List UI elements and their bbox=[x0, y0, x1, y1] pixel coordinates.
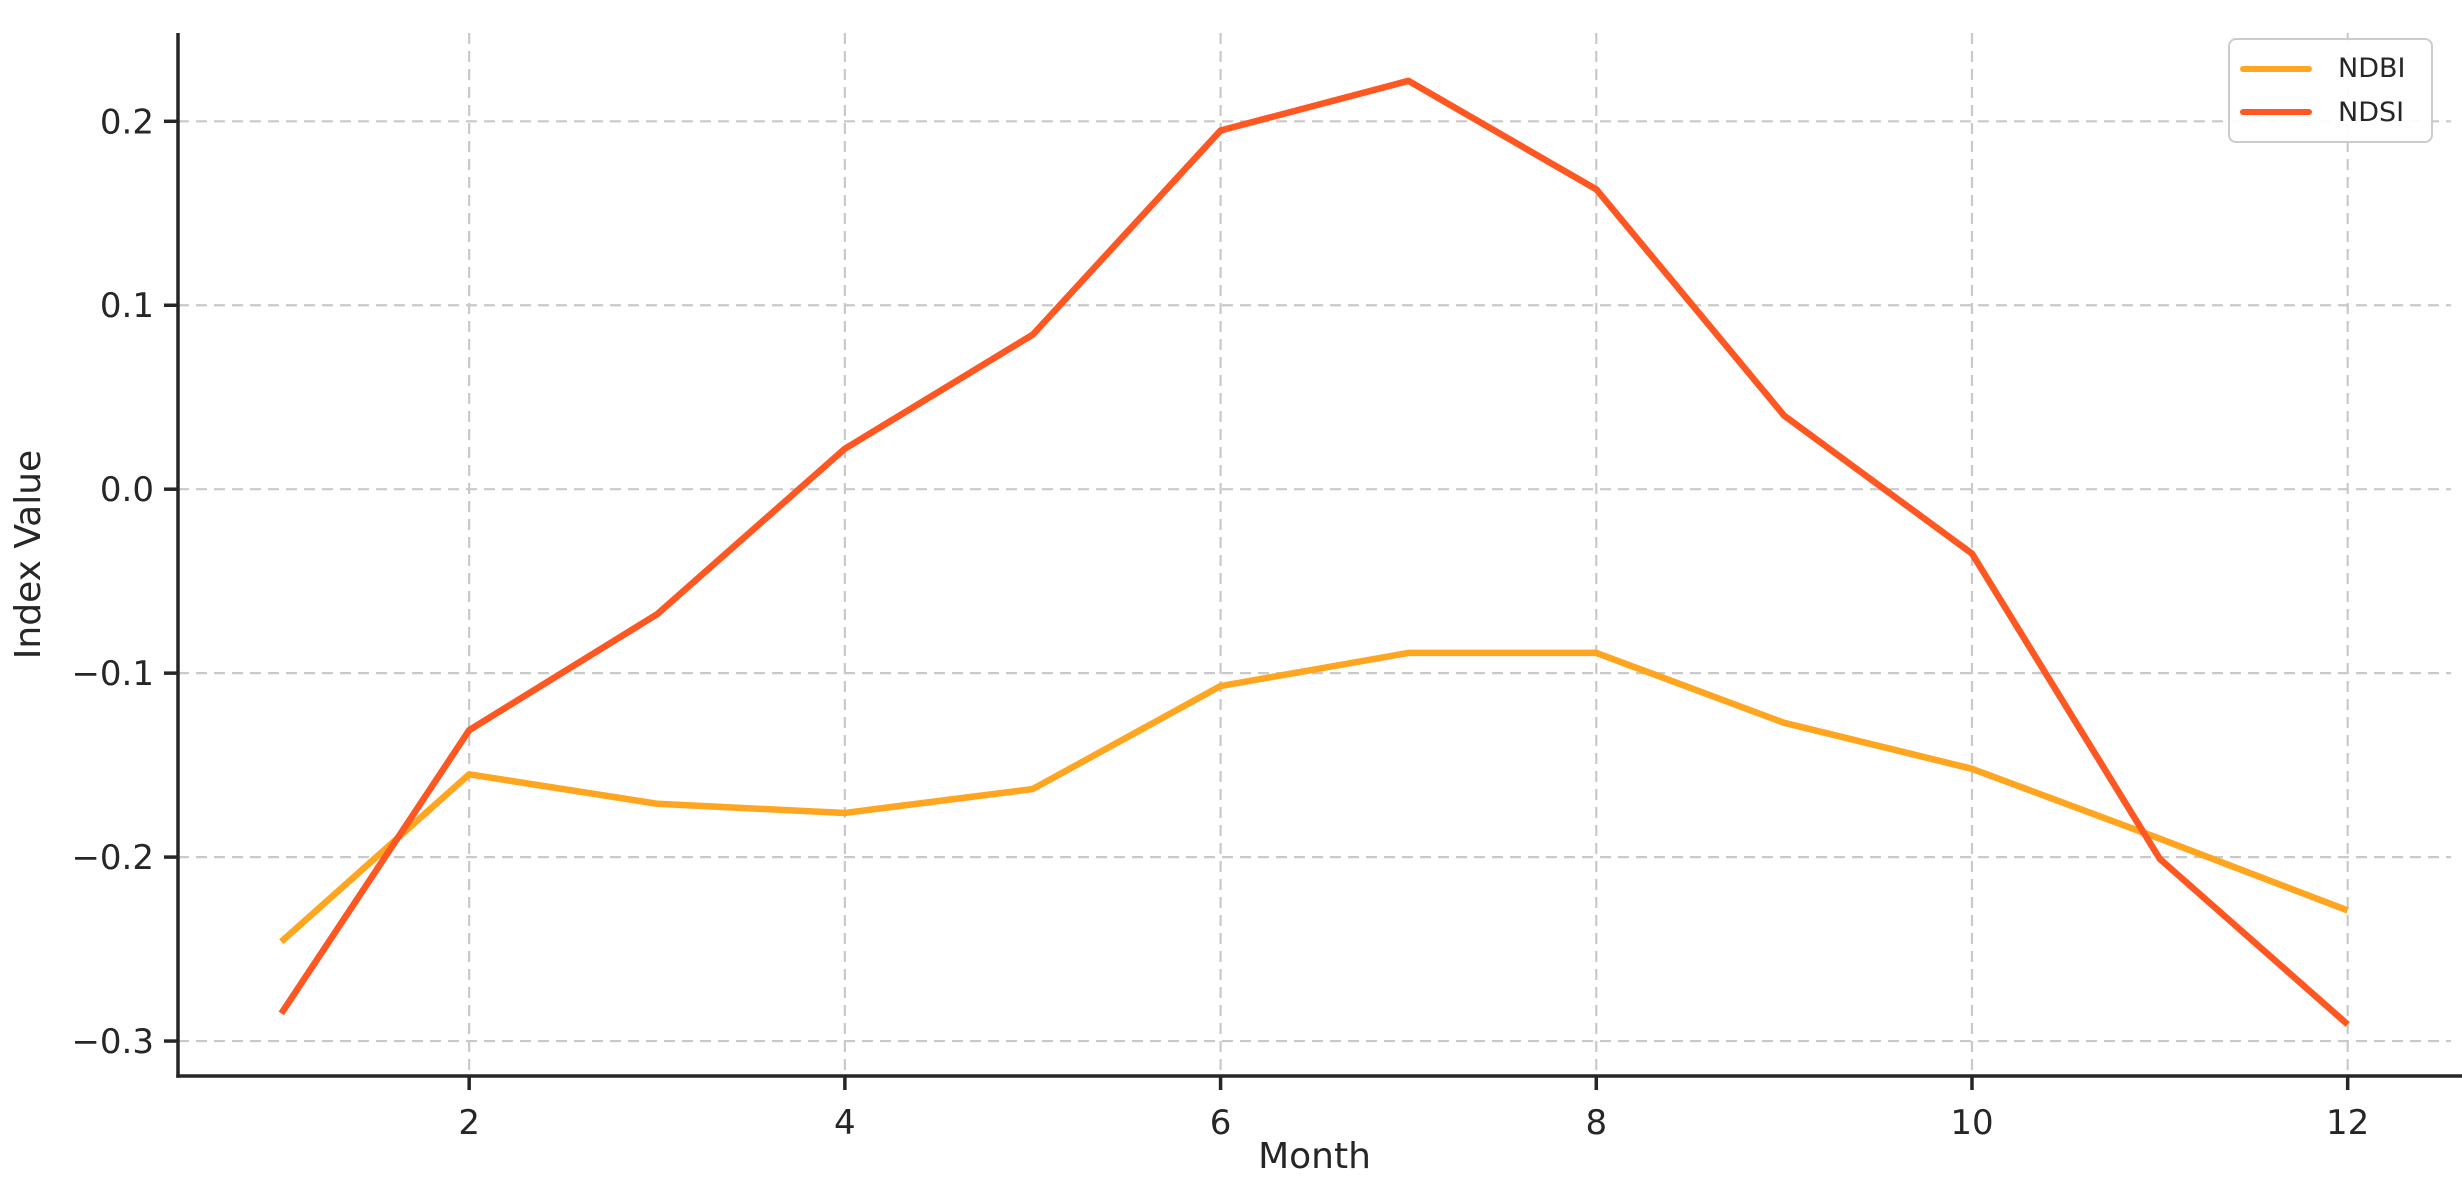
x-tick-label: 4 bbox=[834, 1103, 856, 1143]
y-tick-label: 0.2 bbox=[100, 102, 154, 142]
y-axis-label: Index Value bbox=[8, 450, 49, 659]
series-line-ndsi bbox=[278, 77, 2350, 1027]
x-tick-label: 2 bbox=[458, 1103, 480, 1143]
x-tick-label: 6 bbox=[1210, 1103, 1232, 1143]
ndsi-line-swatch bbox=[2240, 109, 2312, 116]
y-tick-label: 0.0 bbox=[100, 470, 154, 510]
x-tick-label: 8 bbox=[1585, 1103, 1607, 1143]
y-tick-label: 0.1 bbox=[100, 286, 154, 326]
legend-item-ndsi: NDSI bbox=[2240, 95, 2423, 129]
x-tick-label: 12 bbox=[2326, 1103, 2369, 1143]
legend: NDBI NDSI bbox=[2228, 38, 2433, 143]
legend-label-ndbi: NDBI bbox=[2338, 53, 2406, 85]
y-tick-label: −0.1 bbox=[71, 654, 154, 694]
y-tick-label: −0.2 bbox=[71, 838, 154, 878]
x-tick-label: 10 bbox=[1950, 1103, 1993, 1143]
legend-item-ndbi: NDBI bbox=[2240, 52, 2423, 86]
series-line-ndbi bbox=[279, 649, 2349, 945]
legend-label-ndsi: NDSI bbox=[2338, 96, 2405, 128]
y-tick-label: −0.3 bbox=[71, 1022, 154, 1062]
ndbi-line-swatch bbox=[2240, 65, 2312, 72]
x-axis-label: Month bbox=[1258, 1136, 1371, 1177]
